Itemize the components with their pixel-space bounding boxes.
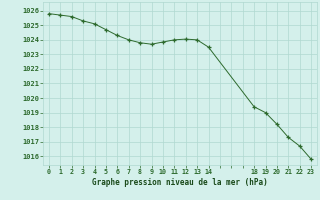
X-axis label: Graphe pression niveau de la mer (hPa): Graphe pression niveau de la mer (hPa) [92,178,268,187]
